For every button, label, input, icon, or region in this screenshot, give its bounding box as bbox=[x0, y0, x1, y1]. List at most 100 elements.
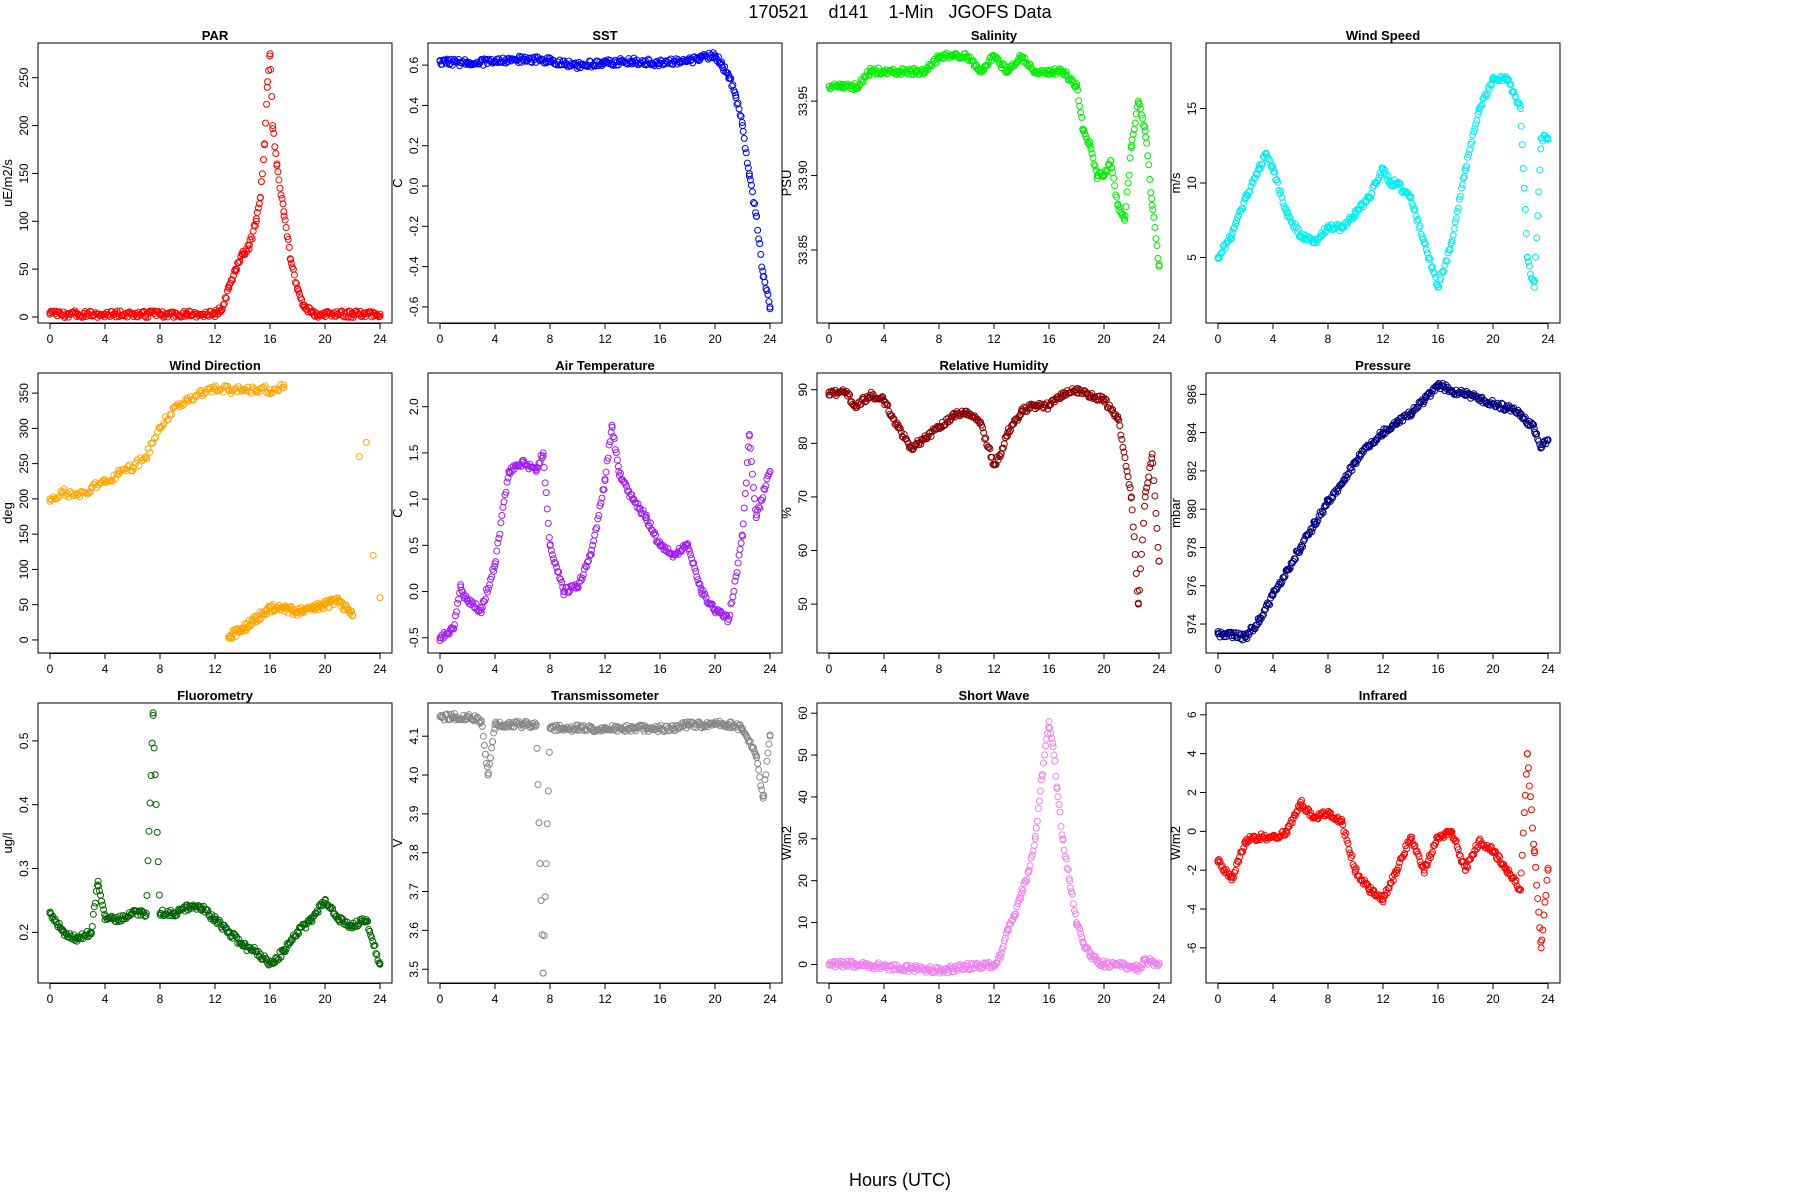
data-point bbox=[491, 563, 499, 571]
data-point bbox=[484, 584, 492, 592]
data-point bbox=[255, 616, 263, 624]
data-point bbox=[110, 914, 118, 922]
x-tick-label: 12 bbox=[598, 662, 612, 676]
data-point bbox=[1477, 102, 1485, 110]
data-point bbox=[1221, 244, 1229, 252]
data-point bbox=[1148, 454, 1156, 462]
y-tick-label: 0.4 bbox=[17, 796, 31, 813]
data-point bbox=[1355, 872, 1363, 880]
panel-title: Short Wave bbox=[958, 688, 1029, 703]
data-point bbox=[1389, 877, 1397, 885]
x-tick-label: 8 bbox=[1325, 662, 1332, 676]
x-tick-label: 16 bbox=[1042, 992, 1056, 1006]
data-point bbox=[1274, 178, 1282, 186]
data-point bbox=[108, 308, 116, 316]
data-point bbox=[1119, 443, 1127, 451]
data-point bbox=[743, 159, 751, 167]
data-point bbox=[1255, 618, 1263, 626]
data-point bbox=[760, 791, 768, 799]
data-point bbox=[751, 200, 759, 208]
data-point bbox=[149, 439, 157, 447]
data-point bbox=[1423, 861, 1431, 869]
data-point bbox=[1326, 809, 1334, 817]
data-point bbox=[1269, 161, 1277, 169]
x-tick-label: 4 bbox=[492, 992, 499, 1006]
data-point bbox=[301, 301, 309, 309]
data-point bbox=[1214, 255, 1222, 263]
data-point bbox=[746, 444, 754, 452]
data-point bbox=[738, 119, 746, 127]
data-point bbox=[1040, 759, 1047, 767]
x-tick-label: 8 bbox=[1325, 992, 1332, 1006]
data-point bbox=[1143, 139, 1151, 147]
data-point bbox=[144, 445, 152, 453]
data-point bbox=[745, 172, 753, 180]
data-point bbox=[261, 382, 269, 390]
data-point bbox=[486, 760, 493, 768]
data-point bbox=[648, 60, 656, 68]
data-point bbox=[748, 188, 756, 196]
data-point bbox=[1033, 817, 1041, 825]
data-point bbox=[1080, 126, 1088, 134]
data-point bbox=[658, 542, 666, 550]
data-point bbox=[1145, 473, 1153, 481]
data-point bbox=[1472, 841, 1480, 849]
data-point bbox=[1090, 160, 1098, 168]
data-point bbox=[932, 58, 940, 66]
data-point bbox=[1036, 787, 1044, 795]
data-point bbox=[734, 559, 742, 567]
data-point bbox=[1113, 414, 1121, 422]
data-point bbox=[591, 531, 599, 539]
data-point bbox=[460, 711, 468, 719]
data-point bbox=[497, 519, 505, 527]
data-point bbox=[1431, 270, 1439, 278]
data-point bbox=[556, 574, 564, 582]
data-point bbox=[1090, 953, 1098, 961]
x-tick-label: 4 bbox=[102, 992, 109, 1006]
y-tick-label: 1.5 bbox=[407, 444, 421, 461]
y-tick-label: 1.0 bbox=[407, 490, 421, 507]
data-point bbox=[544, 519, 552, 527]
data-point bbox=[539, 969, 547, 977]
data-point bbox=[1068, 890, 1076, 898]
x-tick-label: 8 bbox=[157, 662, 164, 676]
data-point bbox=[626, 724, 634, 732]
data-point bbox=[735, 105, 743, 113]
data-point bbox=[138, 907, 146, 915]
data-point bbox=[1119, 210, 1127, 218]
data-point bbox=[322, 308, 330, 316]
data-point bbox=[453, 608, 460, 616]
data-point bbox=[496, 530, 504, 538]
data-point bbox=[1515, 408, 1523, 416]
data-point bbox=[1137, 550, 1145, 558]
data-point bbox=[535, 819, 543, 827]
data-point bbox=[284, 235, 292, 243]
data-point bbox=[287, 259, 295, 267]
y-axis-label: W/m2 bbox=[779, 826, 794, 860]
x-tick-label: 12 bbox=[208, 662, 222, 676]
data-point bbox=[587, 551, 595, 559]
data-point bbox=[752, 209, 760, 217]
y-tick-label: 200 bbox=[17, 115, 31, 135]
data-point bbox=[1064, 866, 1072, 874]
data-point bbox=[1511, 407, 1519, 415]
data-point bbox=[1123, 188, 1131, 196]
data-point bbox=[1544, 866, 1552, 874]
data-point bbox=[455, 595, 463, 603]
data-point bbox=[1235, 211, 1243, 219]
y-tick-label: 986 bbox=[1185, 384, 1199, 404]
data-point bbox=[1292, 223, 1300, 231]
data-point bbox=[1232, 866, 1240, 874]
data-point bbox=[1074, 86, 1082, 94]
data-point bbox=[1246, 187, 1254, 195]
data-point bbox=[1530, 283, 1538, 291]
data-point bbox=[1485, 85, 1493, 93]
data-point bbox=[581, 562, 589, 570]
data-point bbox=[1253, 170, 1261, 178]
x-tick-label: 4 bbox=[1270, 662, 1277, 676]
data-point bbox=[62, 492, 70, 500]
data-point bbox=[1102, 396, 1110, 404]
x-tick-label: 16 bbox=[1431, 662, 1445, 676]
data-point bbox=[730, 587, 738, 595]
data-point bbox=[580, 727, 588, 735]
